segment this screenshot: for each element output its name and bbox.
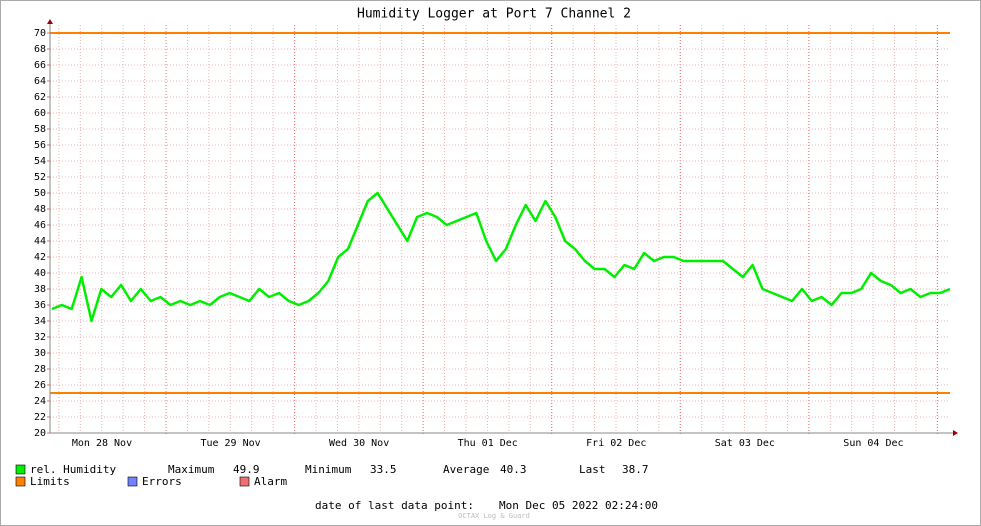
footer: OCTAX Log & Guard <box>458 512 530 520</box>
y-tick-label: 60 <box>34 108 46 119</box>
stat-value: 49.9 <box>233 463 260 476</box>
grid <box>47 25 950 436</box>
legend-swatch <box>15 464 26 475</box>
series-line <box>51 191 951 323</box>
y-tick-label: 46 <box>34 220 46 231</box>
stat-label: Minimum <box>305 463 352 476</box>
y-tick-label: 70 <box>34 28 46 39</box>
y-tick-label: 34 <box>34 316 46 327</box>
y-tick-label: 48 <box>34 204 46 215</box>
x-tick-label: Mon 28 Nov <box>72 438 132 449</box>
marks <box>50 32 951 394</box>
legend-swatch <box>127 476 138 487</box>
y-tick-label: 56 <box>34 140 46 151</box>
stat-value: 38.7 <box>622 463 649 476</box>
y-tick-label: 66 <box>34 60 46 71</box>
x-tick-label: Tue 29 Nov <box>200 438 260 449</box>
legend-label: rel. Humidity <box>30 463 116 476</box>
stat-label: Maximum <box>168 463 215 476</box>
y-tick-label: 62 <box>34 92 46 103</box>
y-tick-label: 36 <box>34 300 46 311</box>
y-tick-label: 42 <box>34 252 46 263</box>
y-tick-label: 24 <box>34 396 46 407</box>
last-point-date: Mon Dec 05 2022 02:24:00 <box>499 499 658 512</box>
y-tick-label: 28 <box>34 364 46 375</box>
legend-label: Alarm <box>254 475 287 488</box>
y-tick-label: 52 <box>34 172 46 183</box>
x-tick-label: Sun 04 Dec <box>843 438 903 449</box>
y-arrow <box>47 19 53 24</box>
x-tick-label: Thu 01 Dec <box>458 438 518 449</box>
y-tick-label: 58 <box>34 124 46 135</box>
legend-label: Errors <box>142 475 182 488</box>
stat-label: Average <box>443 463 489 476</box>
last-point-label: date of last data point: <box>315 499 474 512</box>
y-tick-label: 20 <box>34 428 46 439</box>
x-arrow <box>953 430 958 436</box>
y-tick-label: 54 <box>34 156 46 167</box>
y-tick-label: 30 <box>34 348 46 359</box>
y-tick-label: 40 <box>34 268 46 279</box>
legend-swatch <box>239 476 250 487</box>
y-tick-label: 68 <box>34 44 46 55</box>
x-tick-label: Wed 30 Nov <box>329 438 389 449</box>
y-tick-label: 32 <box>34 332 46 343</box>
x-tick-label: Sat 03 Dec <box>715 438 775 449</box>
y-tick-label: 50 <box>34 188 46 199</box>
y-tick-label: 26 <box>34 380 46 391</box>
y-tick-label: 22 <box>34 412 46 423</box>
stat-label: Last <box>579 463 606 476</box>
y-tick-label: 64 <box>34 76 46 87</box>
plot-area <box>50 25 950 433</box>
stat-value: 33.5 <box>370 463 397 476</box>
legend-label: Limits <box>30 475 70 488</box>
y-tick-label: 44 <box>34 236 46 247</box>
y-tick-label: 38 <box>34 284 46 295</box>
legend-swatch <box>15 476 26 487</box>
x-tick-label: Fri 02 Dec <box>586 438 646 449</box>
stat-value: 40.3 <box>500 463 527 476</box>
chart-title: Humidity Logger at Port 7 Channel 2 <box>357 7 631 22</box>
